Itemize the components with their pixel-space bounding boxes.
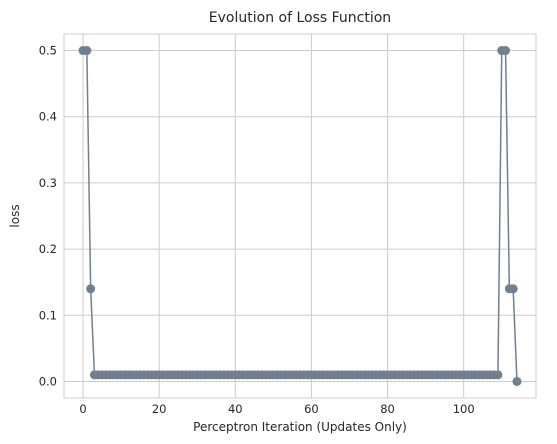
y-axis-label: loss bbox=[8, 204, 22, 227]
x-axis-label: Perceptron Iteration (Updates Only) bbox=[193, 420, 407, 434]
x-tick-label: 60 bbox=[304, 402, 319, 416]
x-tick-label: 100 bbox=[453, 402, 475, 416]
plot-frame bbox=[63, 33, 537, 399]
tick-labels: 0 20 40 60 80 100 0.0 0.1 0.2 0.3 0.4 0.5 bbox=[39, 44, 475, 416]
y-tick-label: 0.4 bbox=[39, 110, 57, 124]
loss-point bbox=[82, 46, 92, 56]
y-tick-label: 0.0 bbox=[39, 374, 57, 388]
y-tick-label: 0.1 bbox=[39, 308, 57, 322]
x-tick-label: 20 bbox=[152, 402, 167, 416]
loss-point bbox=[86, 284, 96, 294]
loss-point bbox=[512, 376, 522, 386]
loss-point bbox=[493, 370, 503, 380]
x-tick-label: 40 bbox=[228, 402, 243, 416]
y-tick-label: 0.3 bbox=[39, 176, 57, 190]
y-tick-label: 0.5 bbox=[39, 44, 57, 58]
loss-point bbox=[501, 46, 511, 56]
y-tick-label: 0.2 bbox=[39, 242, 57, 256]
loss-point bbox=[508, 284, 518, 294]
loss-series bbox=[78, 46, 522, 386]
plot-area bbox=[64, 34, 536, 398]
x-tick-label: 80 bbox=[380, 402, 395, 416]
x-tick-label: 0 bbox=[79, 402, 86, 416]
grid-lines bbox=[64, 34, 536, 398]
chart-title: Evolution of Loss Function bbox=[209, 10, 391, 26]
